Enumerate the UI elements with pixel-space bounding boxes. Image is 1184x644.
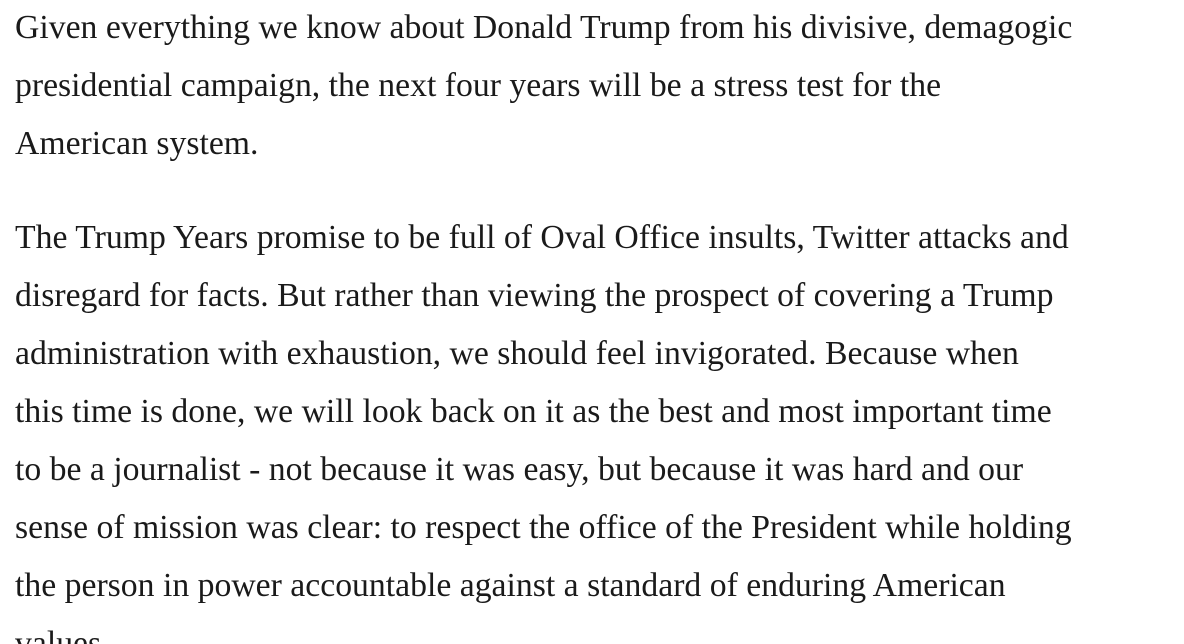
- text-line: presidential campaign, the next four yea…: [15, 67, 942, 104]
- text-line: The Trump Years promise to be full of Ov…: [15, 219, 1069, 256]
- text-line: Given everything we know about Donald Tr…: [15, 9, 1073, 46]
- text-line: disregard for facts. But rather than vie…: [15, 277, 1054, 314]
- text-line: values.: [15, 625, 110, 644]
- text-line: sense of mission was clear: to respect t…: [15, 509, 1072, 546]
- paragraph: The Trump Years promise to be full of Ov…: [15, 209, 1184, 644]
- text-line: the person in power accountable against …: [15, 567, 1006, 604]
- text-line: to be a journalist - not because it was …: [15, 451, 1024, 488]
- text-line: American system.: [15, 125, 259, 162]
- text-line: this time is done, we will look back on …: [15, 393, 1052, 430]
- paragraph: Given everything we know about Donald Tr…: [15, 0, 1184, 173]
- text-line: administration with exhaustion, we shoul…: [15, 335, 1019, 372]
